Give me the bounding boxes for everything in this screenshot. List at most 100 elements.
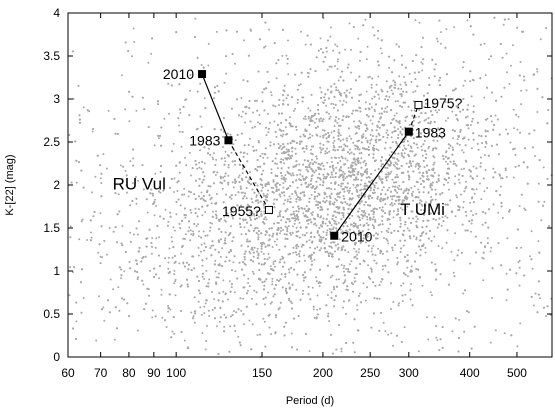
background-point bbox=[411, 150, 414, 153]
background-point bbox=[326, 294, 329, 296]
background-point bbox=[120, 277, 123, 280]
background-point bbox=[449, 199, 452, 202]
background-point bbox=[324, 56, 327, 59]
background-point bbox=[369, 119, 372, 122]
background-point bbox=[340, 264, 343, 266]
background-point bbox=[421, 284, 424, 287]
background-point bbox=[386, 258, 389, 261]
background-point bbox=[501, 216, 504, 219]
background-point bbox=[437, 179, 440, 182]
background-point bbox=[124, 108, 127, 111]
background-point bbox=[431, 168, 434, 171]
background-point bbox=[332, 286, 335, 288]
background-point bbox=[381, 181, 384, 184]
background-point bbox=[413, 142, 416, 145]
background-point bbox=[234, 160, 237, 162]
background-point bbox=[346, 139, 348, 142]
background-point bbox=[325, 195, 328, 198]
background-point bbox=[203, 97, 206, 100]
background-point bbox=[409, 145, 412, 148]
background-point bbox=[192, 234, 195, 237]
background-point bbox=[213, 143, 216, 146]
background-point bbox=[359, 161, 362, 164]
background-point bbox=[345, 101, 348, 104]
background-point bbox=[240, 309, 243, 312]
background-point bbox=[99, 255, 102, 258]
background-point bbox=[329, 26, 332, 29]
background-point bbox=[355, 189, 358, 192]
background-point bbox=[250, 197, 253, 200]
background-point bbox=[372, 144, 375, 147]
background-point bbox=[291, 125, 294, 128]
background-point bbox=[337, 221, 340, 224]
background-point bbox=[391, 118, 394, 121]
background-point bbox=[256, 217, 258, 220]
background-point bbox=[478, 182, 481, 185]
background-point bbox=[196, 167, 199, 170]
background-point bbox=[439, 31, 442, 34]
background-point bbox=[205, 269, 208, 272]
background-point bbox=[484, 135, 487, 138]
background-point bbox=[366, 172, 369, 175]
background-point bbox=[494, 114, 497, 117]
background-point bbox=[267, 291, 269, 294]
background-point bbox=[120, 242, 123, 245]
background-point bbox=[277, 59, 280, 61]
background-point bbox=[397, 134, 400, 136]
background-point bbox=[410, 80, 413, 83]
background-point bbox=[239, 297, 242, 300]
background-point bbox=[231, 269, 233, 272]
background-point bbox=[304, 43, 307, 46]
background-point bbox=[519, 60, 522, 63]
background-point bbox=[367, 228, 370, 231]
background-point bbox=[304, 259, 306, 262]
background-point bbox=[469, 262, 471, 265]
background-point bbox=[342, 267, 345, 270]
background-point bbox=[343, 163, 346, 166]
background-point bbox=[460, 193, 462, 196]
background-point bbox=[230, 225, 232, 228]
background-point bbox=[330, 246, 333, 249]
background-point bbox=[418, 121, 421, 124]
background-point bbox=[171, 330, 174, 333]
background-point bbox=[286, 226, 289, 229]
background-point bbox=[458, 181, 461, 184]
background-point bbox=[329, 35, 332, 38]
background-point bbox=[458, 143, 461, 146]
background-point bbox=[414, 116, 417, 119]
background-point bbox=[271, 246, 274, 248]
background-point bbox=[240, 97, 243, 99]
background-point bbox=[372, 245, 375, 247]
background-point bbox=[383, 237, 385, 239]
background-point bbox=[278, 211, 281, 214]
background-point bbox=[276, 279, 278, 281]
background-point bbox=[285, 221, 287, 224]
background-point bbox=[315, 200, 318, 203]
background-point bbox=[366, 218, 369, 221]
background-point bbox=[336, 162, 339, 164]
background-point bbox=[240, 115, 243, 118]
background-point bbox=[315, 280, 318, 283]
background-point bbox=[306, 166, 309, 169]
background-point bbox=[348, 189, 351, 192]
background-point bbox=[348, 127, 351, 130]
background-point bbox=[335, 278, 338, 281]
background-point bbox=[390, 332, 393, 335]
background-point bbox=[428, 145, 431, 148]
background-point bbox=[508, 208, 511, 211]
background-point bbox=[233, 255, 236, 258]
background-point bbox=[354, 186, 357, 189]
background-point bbox=[444, 119, 447, 122]
background-point bbox=[326, 147, 328, 150]
background-point bbox=[243, 262, 246, 265]
background-point bbox=[178, 262, 181, 265]
background-point bbox=[346, 230, 349, 233]
background-point bbox=[429, 200, 432, 203]
background-point bbox=[530, 230, 533, 233]
background-point bbox=[80, 220, 83, 223]
background-point bbox=[377, 37, 379, 40]
background-point bbox=[124, 170, 127, 172]
background-point bbox=[212, 158, 215, 161]
background-point bbox=[364, 101, 367, 104]
background-point bbox=[272, 180, 275, 183]
